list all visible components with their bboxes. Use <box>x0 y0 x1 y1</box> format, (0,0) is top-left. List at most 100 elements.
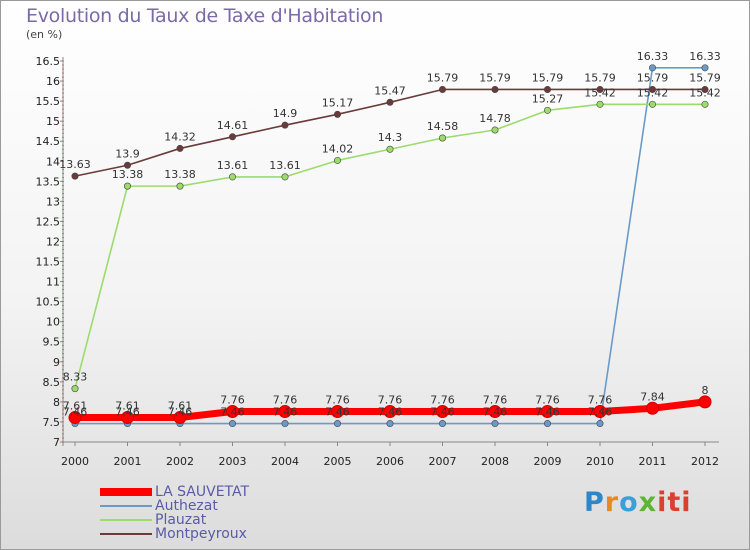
data-label-montpeyroux: 15.79 <box>689 71 721 84</box>
y-tick-label: 12.5 <box>36 215 61 228</box>
y-tick-label: 10 <box>46 316 60 329</box>
data-label-montpeyroux: 14.9 <box>273 107 298 120</box>
data-label-la-sauvetat: 7.76 <box>273 394 298 407</box>
data-point-la-sauvetat <box>226 405 239 419</box>
data-label-montpeyroux: 15.79 <box>637 71 669 84</box>
data-label-la-sauvetat: 7.76 <box>325 394 350 407</box>
data-label-montpeyroux: 15.79 <box>427 71 459 84</box>
x-tick-label: 2001 <box>114 455 142 468</box>
x-tick-label: 2011 <box>639 455 667 468</box>
data-label-plauzat: 13.61 <box>217 159 249 172</box>
data-point-montpeyroux <box>176 144 184 152</box>
x-tick-label: 2009 <box>534 455 562 468</box>
legend-item-montpeyroux: Montpeyroux <box>100 527 249 541</box>
data-point-montpeyroux <box>229 133 237 141</box>
x-tick-label: 2004 <box>271 455 299 468</box>
data-point-montpeyroux <box>71 172 79 180</box>
data-label-plauzat: 13.38 <box>164 168 196 181</box>
y-tick-label: 9.5 <box>43 336 61 349</box>
data-point-authezat <box>701 64 709 72</box>
x-tick-label: 2006 <box>376 455 404 468</box>
data-point-montpeyroux <box>281 121 289 129</box>
y-tick-label: 12 <box>46 235 60 248</box>
data-label-plauzat: 15.42 <box>689 86 721 99</box>
legend-item-authezat: Authezat <box>100 499 249 513</box>
brand-logo: Proxiti <box>584 487 692 518</box>
x-tick-label: 2005 <box>324 455 352 468</box>
data-label-plauzat: 13.61 <box>269 159 301 172</box>
data-point-montpeyroux <box>701 85 709 93</box>
data-point-plauzat <box>386 145 394 153</box>
data-point-montpeyroux <box>438 85 446 93</box>
data-point-la-sauvetat <box>593 405 607 419</box>
y-tick-label: 11 <box>46 276 60 289</box>
y-tick-label: 15.5 <box>36 95 61 108</box>
data-point-plauzat <box>124 182 132 190</box>
y-tick-label: 14 <box>46 155 60 168</box>
data-label-authezat: 16.33 <box>689 50 721 63</box>
legend: LA SAUVETAT Authezat Plauzat Montpeyroux <box>100 485 249 541</box>
x-tick-label: 2003 <box>219 455 247 468</box>
data-label-montpeyroux: 14.61 <box>217 119 249 132</box>
data-label-authezat: 7.46 <box>168 406 193 419</box>
data-label-authezat: 7.46 <box>63 406 88 419</box>
y-tick-label: 14.5 <box>36 135 61 148</box>
chart-title: Evolution du Taux de Taxe d'Habitation <box>26 5 384 27</box>
data-point-la-sauvetat <box>436 405 449 419</box>
data-label-la-sauvetat: 7.76 <box>483 394 508 407</box>
data-label-la-sauvetat: 7.76 <box>588 394 613 407</box>
x-tick-label: 2012 <box>691 455 719 468</box>
legend-item-la-sauvetat: LA SAUVETAT <box>100 485 249 499</box>
data-label-la-sauvetat: 7.76 <box>378 394 403 407</box>
legend-label: Montpeyroux <box>155 526 247 542</box>
data-label-montpeyroux: 15.79 <box>532 71 564 84</box>
data-point-montpeyroux <box>333 110 341 118</box>
data-point-plauzat <box>176 182 184 190</box>
data-label-montpeyroux: 15.79 <box>584 71 616 84</box>
data-label-la-sauvetat: 7.61 <box>63 400 88 413</box>
x-tick-label: 2007 <box>429 455 457 468</box>
y-tick-label: 7.5 <box>43 416 61 429</box>
data-label-plauzat: 8.33 <box>63 371 88 384</box>
y-tick-label: 8 <box>53 396 60 409</box>
y-tick-label: 10.5 <box>36 296 61 309</box>
legend-swatch-authezat <box>100 505 152 507</box>
series-lines <box>71 67 709 425</box>
data-point-montpeyroux <box>543 85 551 93</box>
data-label-montpeyroux: 15.47 <box>374 84 406 97</box>
data-labels: 7.46 7.46 7.46 7.46 7.46 7.46 7.46 7.46 7.46 7.46… <box>59 50 721 419</box>
data-label-plauzat: 14.58 <box>427 120 459 133</box>
data-point-la-sauvetat <box>383 405 397 419</box>
data-label-plauzat: 14.3 <box>378 131 403 144</box>
data-point-authezat <box>333 420 341 428</box>
data-point-plauzat <box>438 134 446 142</box>
data-label-authezat: 7.46 <box>325 406 350 419</box>
data-point-plauzat <box>543 106 551 114</box>
data-point-la-sauvetat <box>488 405 502 419</box>
legend-label: Authezat <box>155 498 218 514</box>
legend-label: LA SAUVETAT <box>155 484 250 500</box>
x-tick-label: 2008 <box>481 455 509 468</box>
data-point-la-sauvetat <box>121 411 134 425</box>
y-tick-label: 9 <box>53 356 60 369</box>
x-tick-label: 2000 <box>61 455 89 468</box>
series-points <box>68 64 712 428</box>
data-point-la-sauvetat <box>278 405 292 419</box>
data-label-authezat: 7.46 <box>220 406 245 419</box>
data-label-authezat: 7.46 <box>115 406 140 419</box>
axes: 7 7.5 8 8.5 9 9.5 10 10.5 11 11.5 12 12.5 13 13.5 14 14… <box>36 55 719 468</box>
data-label-plauzat: 13.38 <box>112 168 144 181</box>
data-label-la-sauvetat: 7.76 <box>220 394 245 407</box>
data-label-authezat: 7.46 <box>273 406 298 419</box>
data-point-la-sauvetat <box>173 411 187 425</box>
data-label-montpeyroux: 14.32 <box>164 130 196 143</box>
data-point-la-sauvetat <box>646 401 659 415</box>
chart-subtitle: (en %) <box>26 28 63 41</box>
data-point-montpeyroux <box>386 98 394 106</box>
data-point-plauzat <box>596 100 604 108</box>
data-point-montpeyroux <box>596 85 604 93</box>
data-label-la-sauvetat: 7.76 <box>430 394 455 407</box>
data-point-la-sauvetat <box>331 405 344 419</box>
data-point-authezat <box>281 420 289 428</box>
